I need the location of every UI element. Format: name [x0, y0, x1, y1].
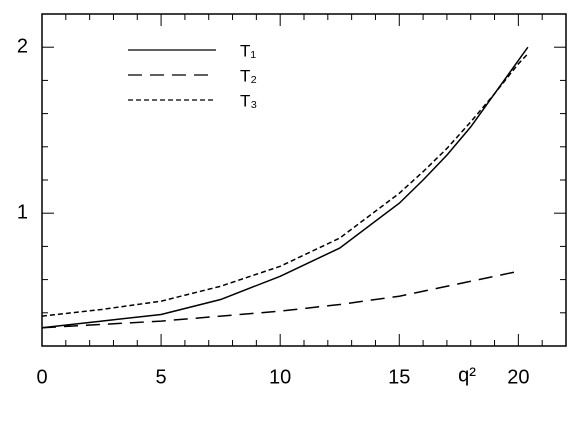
- y-tick-label: 1: [17, 201, 28, 223]
- x-tick-label: 0: [36, 366, 47, 388]
- x-tick-label: 5: [156, 366, 167, 388]
- legend-label: T₂: [240, 66, 257, 85]
- y-tick-label: 2: [17, 35, 28, 57]
- x-axis-label: q²: [458, 364, 476, 386]
- x-tick-label: 15: [388, 366, 410, 388]
- legend-label: T₃: [240, 91, 257, 110]
- x-tick-label: 20: [507, 366, 529, 388]
- legend-label: T₁: [240, 41, 256, 60]
- x-tick-label: 10: [269, 366, 291, 388]
- plot-frame: [41, 13, 567, 347]
- series-line: [41, 53, 529, 317]
- series-line: [41, 46, 529, 329]
